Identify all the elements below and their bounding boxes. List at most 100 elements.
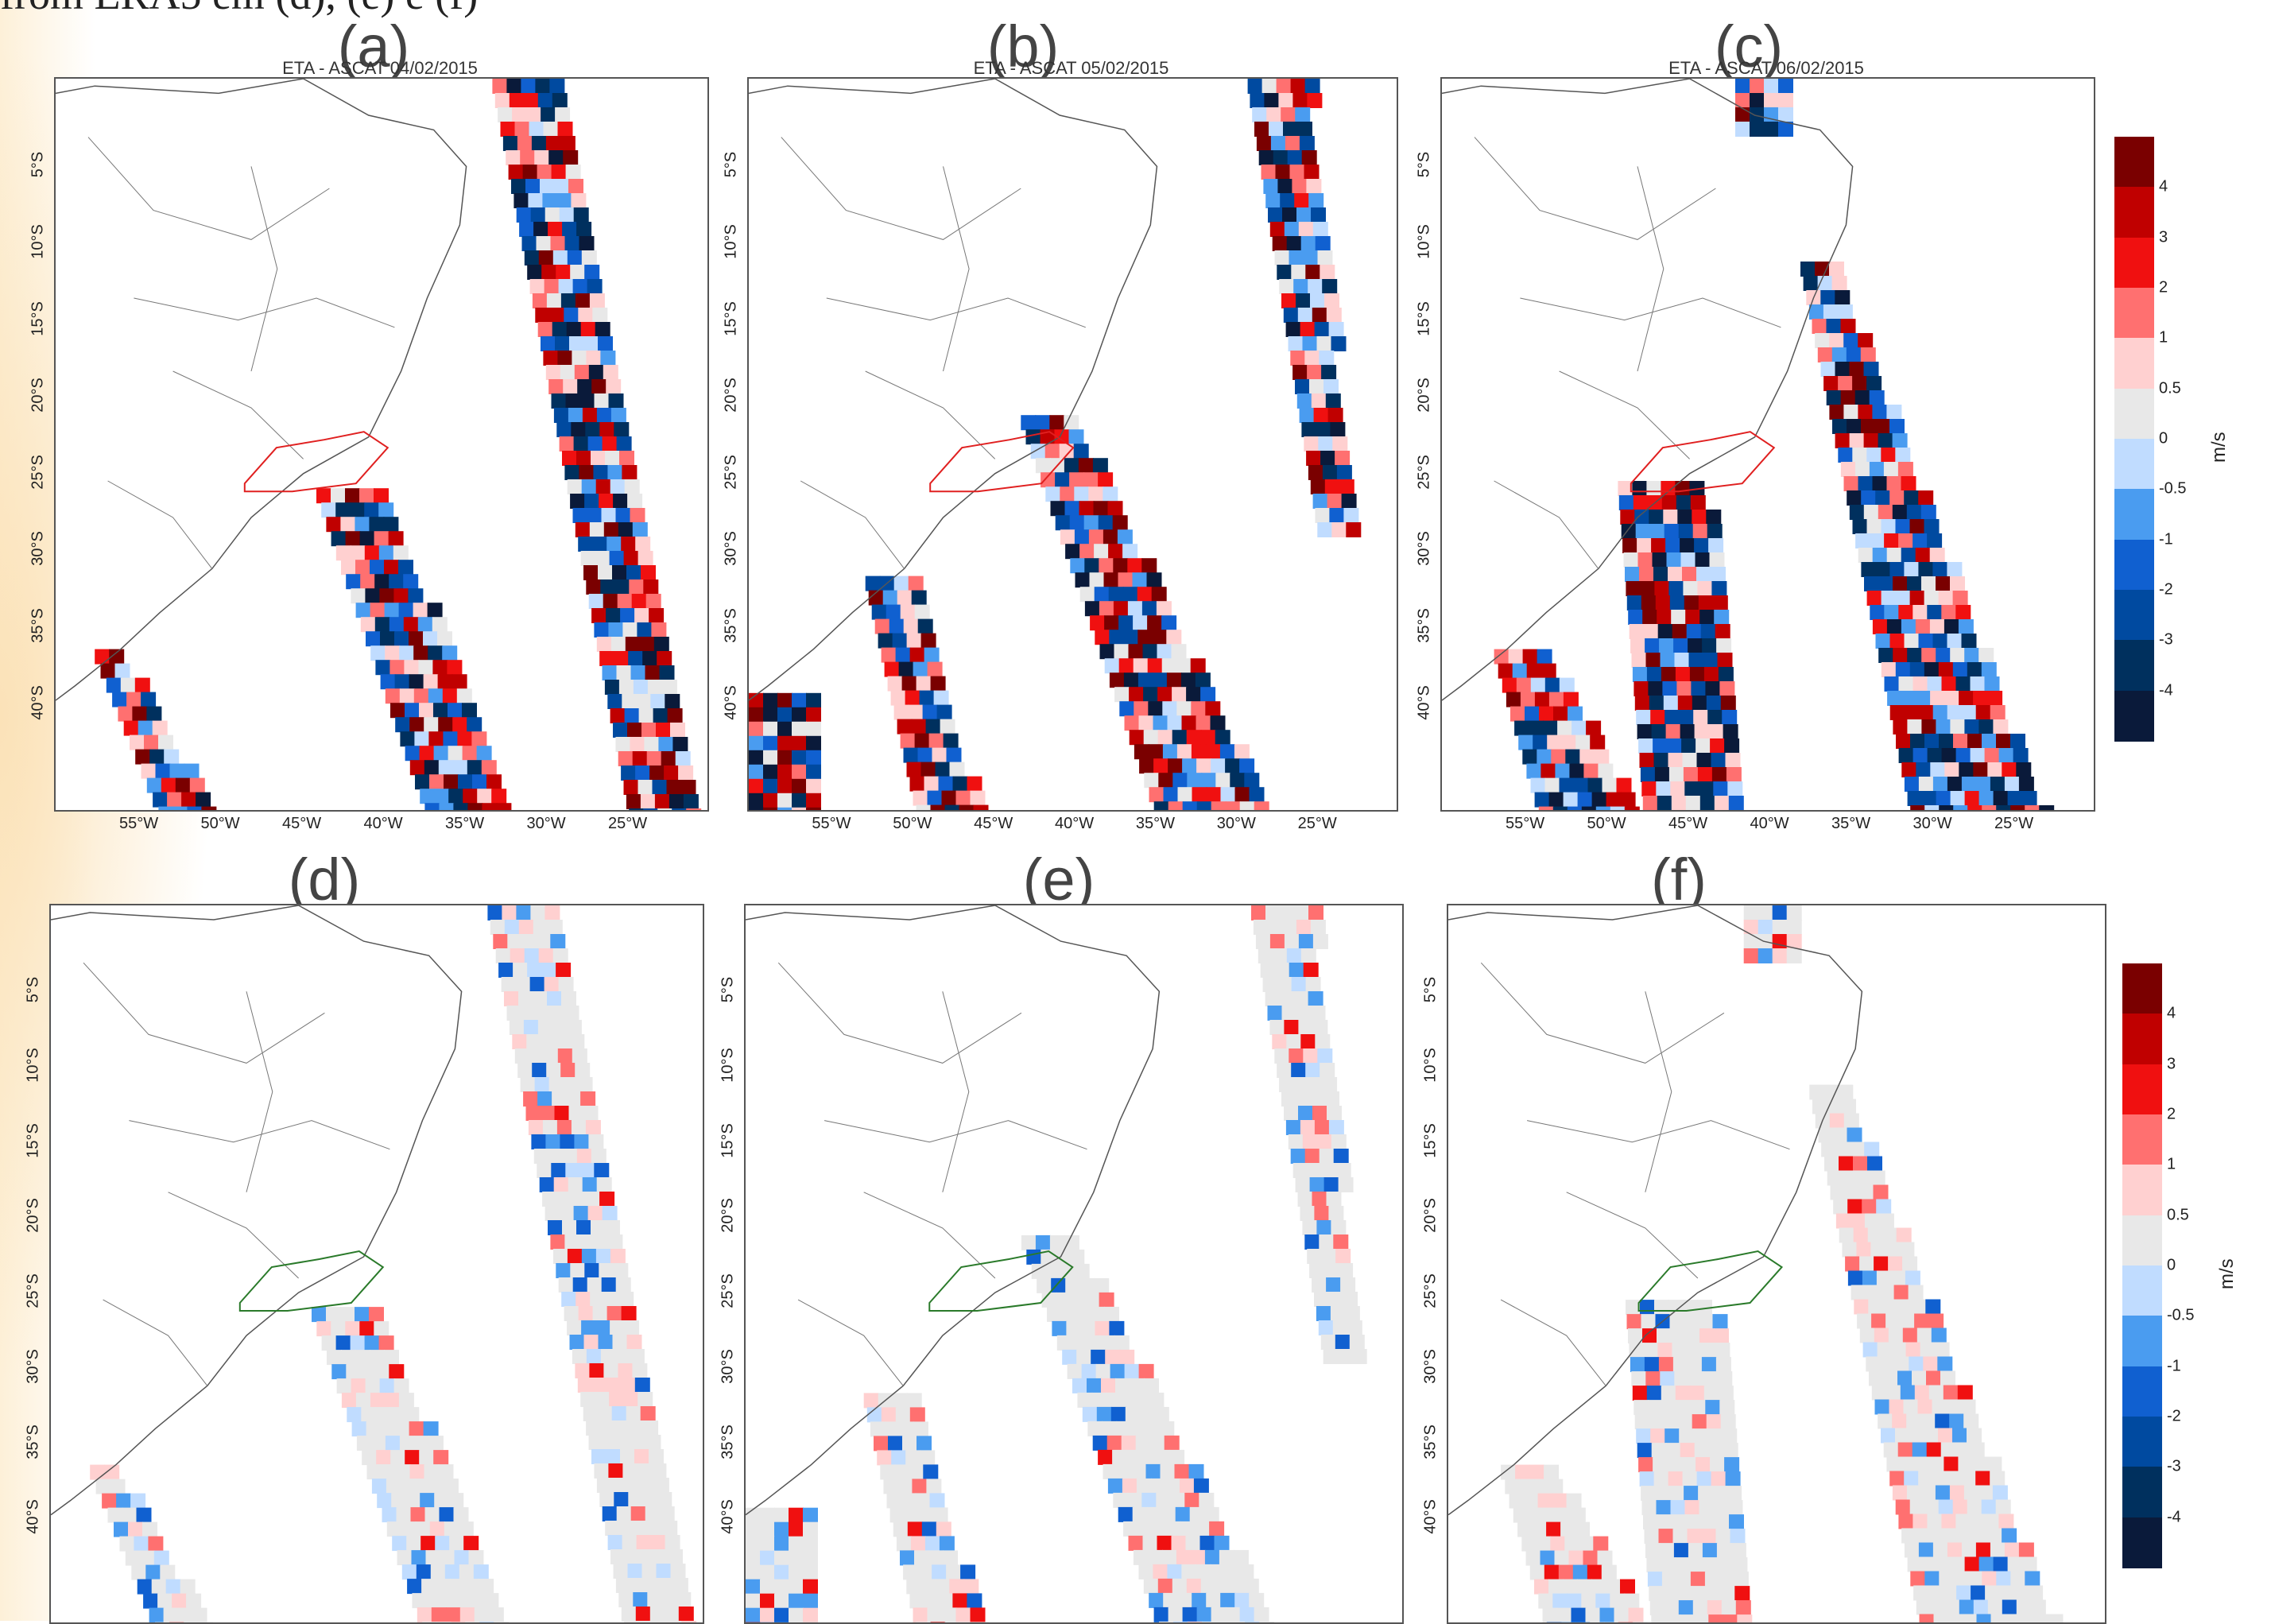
- colorbar-tick-label: -2: [2159, 581, 2173, 599]
- colorbar-swatch: [2114, 187, 2154, 238]
- colorbar-swatch: [2122, 1417, 2162, 1467]
- lat-tick-label: 30°S: [1416, 532, 1434, 567]
- lat-tick-label: 15°S: [29, 301, 48, 336]
- colorbar-swatch: [2122, 1366, 2162, 1417]
- panel-label: (d): [289, 851, 360, 909]
- lat-tick-label: 5°S: [723, 152, 741, 177]
- lat-tick-label: 35°S: [29, 608, 48, 643]
- lat-tick-label: 35°S: [719, 1424, 738, 1459]
- colorbar-swatch: [2122, 963, 2162, 1014]
- state-border: [827, 298, 1086, 328]
- state-border: [108, 481, 212, 568]
- study-region-outline: [240, 1251, 383, 1311]
- lat-tick-label: 10°S: [1422, 1048, 1440, 1083]
- state-border: [1645, 991, 1672, 1192]
- state-border: [944, 166, 970, 371]
- colorbar-swatch: [2122, 1316, 2162, 1366]
- state-border: [103, 1300, 207, 1386]
- colorbar-tick-label: -0.5: [2159, 480, 2186, 498]
- map-panel: [54, 77, 709, 812]
- lat-tick-label: 15°S: [1422, 1123, 1440, 1158]
- lat-tick-label: 40°S: [723, 685, 741, 720]
- lon-tick-label: 40°W: [364, 815, 403, 833]
- map-panel: [1447, 904, 2106, 1624]
- map-canvas: [1442, 79, 2094, 810]
- state-border: [798, 1300, 903, 1386]
- state-border: [1475, 138, 1715, 240]
- lat-tick-label: 5°S: [1422, 977, 1440, 1002]
- lat-tick-label: 35°S: [1422, 1424, 1440, 1459]
- state-border: [251, 166, 277, 371]
- lat-tick-label: 30°S: [1422, 1349, 1440, 1384]
- lat-tick-label: 10°S: [25, 1048, 43, 1083]
- colorbar-tick-label: 0.5: [2167, 1206, 2189, 1224]
- lon-tick-label: 25°W: [1994, 815, 2033, 833]
- state-border: [1501, 1300, 1606, 1386]
- lat-tick-label: 10°S: [719, 1048, 738, 1083]
- lat-tick-label: 25°S: [1416, 455, 1434, 490]
- state-border: [129, 1121, 389, 1149]
- state-border: [246, 991, 273, 1192]
- lon-tick-label: 30°W: [1217, 815, 1256, 833]
- lon-tick-label: 45°W: [282, 815, 321, 833]
- map-panel: [49, 904, 704, 1624]
- lat-tick-label: 20°S: [719, 1199, 738, 1234]
- colorbar-tick-label: -0.5: [2167, 1307, 2194, 1325]
- colorbar-swatch: [2122, 1215, 2162, 1266]
- colorbar-swatch: [2122, 1517, 2162, 1568]
- state-border: [943, 991, 969, 1192]
- colorbar-swatch: [2114, 439, 2154, 490]
- panel-subtitle: ETA - ASCAT 05/02/2015: [974, 58, 1169, 79]
- colorbar-swatch: [2122, 1064, 2162, 1115]
- colorbar-swatch: [2114, 540, 2154, 591]
- lat-tick-label: 40°S: [719, 1499, 738, 1534]
- colorbar-tick-label: 0.5: [2159, 379, 2181, 397]
- lon-tick-label: 35°W: [445, 815, 484, 833]
- map-panel: [744, 904, 1404, 1624]
- lon-tick-label: 50°W: [1587, 815, 1626, 833]
- colorbar-swatch: [2114, 691, 2154, 742]
- map-canvas: [749, 79, 1397, 810]
- lon-tick-label: 55°W: [1506, 815, 1544, 833]
- colorbar-tick-label: -3: [2159, 631, 2173, 649]
- lon-tick-label: 50°W: [893, 815, 932, 833]
- colorbar-swatch: [2122, 1165, 2162, 1215]
- lon-tick-label: 25°W: [608, 815, 647, 833]
- lon-tick-label: 40°W: [1055, 815, 1094, 833]
- lon-tick-label: 55°W: [119, 815, 158, 833]
- lat-tick-label: 35°S: [25, 1424, 43, 1459]
- state-border: [824, 1121, 1087, 1149]
- colorbar-swatch: [2114, 288, 2154, 339]
- colorbar-swatch: [2114, 338, 2154, 389]
- panel-subtitle: ETA - ASCAT 06/02/2015: [1668, 58, 1864, 79]
- colorbar-tick-label: 1: [2167, 1156, 2176, 1174]
- colorbar-tick-label: -3: [2167, 1458, 2181, 1476]
- colorbar-tick-label: 4: [2159, 178, 2168, 196]
- map-canvas: [51, 905, 703, 1622]
- lat-tick-label: 25°S: [723, 455, 741, 490]
- lon-tick-label: 35°W: [1831, 815, 1870, 833]
- colorbar-tick-label: 0: [2159, 430, 2168, 448]
- colorbar-swatch: [2122, 1265, 2162, 1316]
- lon-tick-label: 45°W: [1668, 815, 1707, 833]
- lat-tick-label: 20°S: [1416, 378, 1434, 413]
- map-canvas: [746, 905, 1402, 1622]
- lat-tick-label: 35°S: [723, 608, 741, 643]
- state-border: [1527, 1121, 1789, 1149]
- colorbar-tick-label: 2: [2159, 279, 2168, 297]
- state-border: [83, 963, 324, 1063]
- map-canvas: [56, 79, 707, 810]
- map-panel: [1440, 77, 2095, 812]
- lat-tick-label: 35°S: [1416, 608, 1434, 643]
- lat-tick-label: 5°S: [29, 152, 48, 177]
- lat-tick-label: 30°S: [723, 532, 741, 567]
- map-canvas: [1448, 905, 2105, 1622]
- lat-tick-label: 15°S: [719, 1123, 738, 1158]
- state-border: [1481, 963, 1724, 1063]
- state-border: [134, 298, 394, 328]
- panel-label: (e): [1023, 851, 1095, 909]
- lat-tick-label: 10°S: [723, 224, 741, 259]
- colorbar-tick-label: -1: [2159, 530, 2173, 548]
- colorbar-unit-label: m/s: [2208, 432, 2230, 463]
